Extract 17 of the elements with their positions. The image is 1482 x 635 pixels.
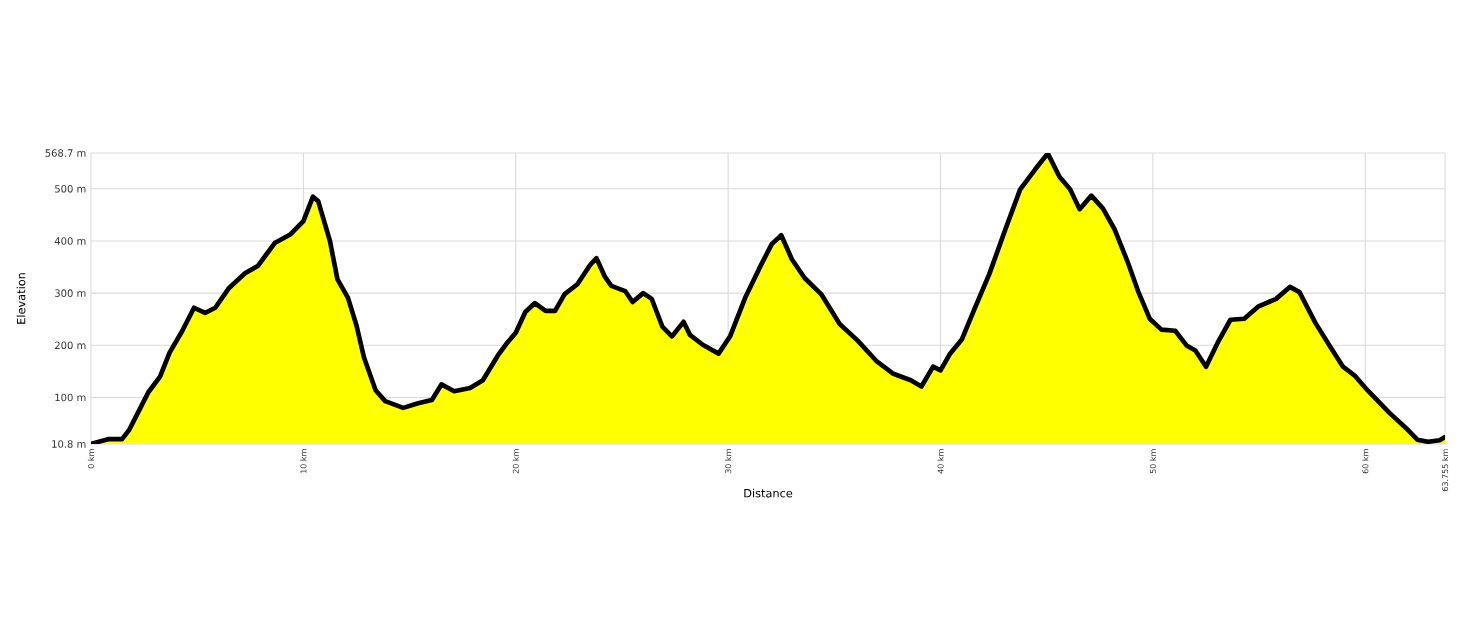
y-tick-label: 300 m [55, 289, 86, 297]
x-tick-label: 63.755 km [1441, 449, 1449, 492]
x-tick-label: 40 km [937, 449, 944, 474]
y-tick-label: 500 m [55, 185, 86, 193]
y-tick-label: 200 m [55, 341, 86, 350]
y-tick-label: 568.7 m [45, 149, 86, 157]
y-tick-label: 10.8 m [52, 440, 86, 448]
x-tick-label: 50 km [1149, 449, 1156, 474]
x-tick-label: 20 km [512, 449, 519, 474]
x-axis-title: Distance [744, 488, 793, 498]
x-tick-label: 60 km [1362, 449, 1369, 474]
x-tick-label: 0 km [87, 449, 95, 469]
x-tick-label: 10 km [300, 449, 307, 473]
y-tick-label: 100 m [55, 393, 86, 402]
x-tick-label: 30 km [725, 449, 732, 474]
y-tick-label: 400 m [54, 237, 86, 245]
y-axis-title: Elevation [16, 273, 26, 324]
